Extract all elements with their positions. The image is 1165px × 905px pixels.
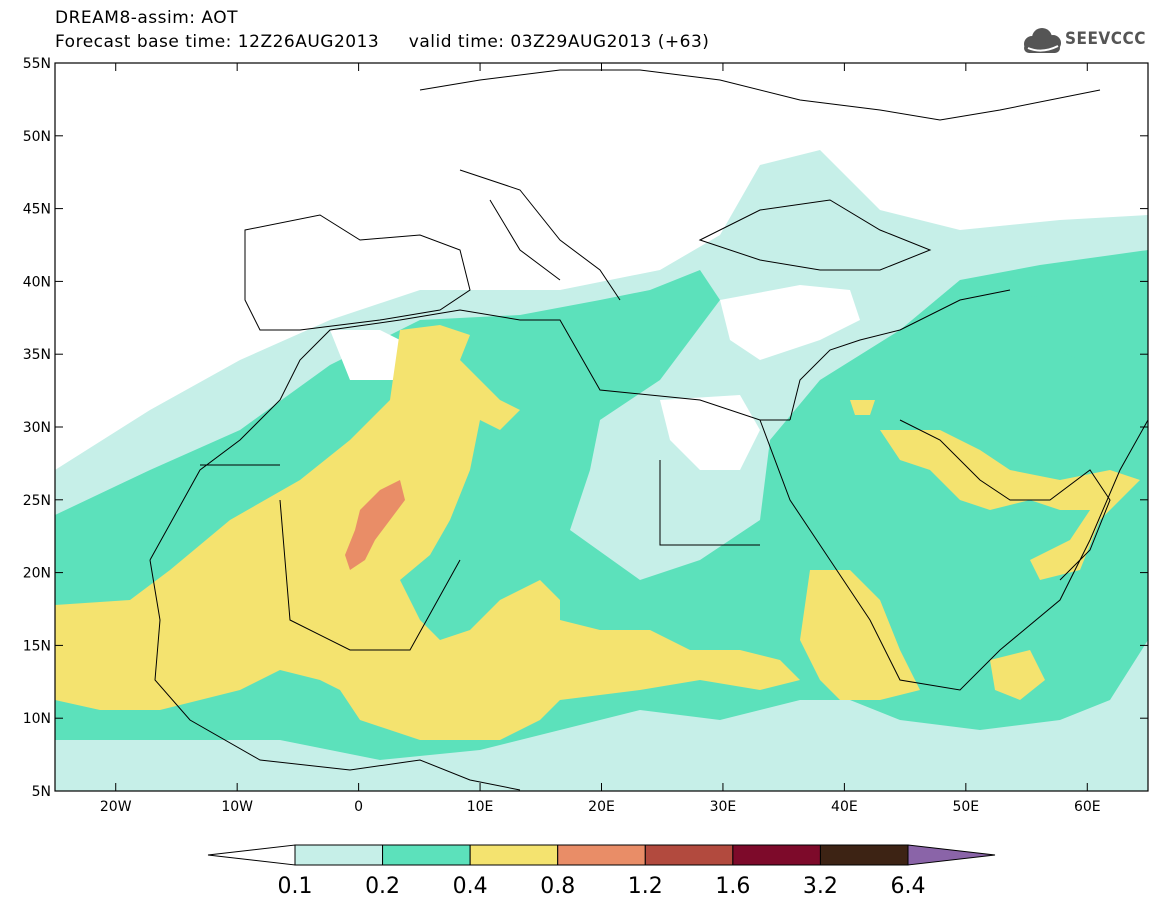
colorbar-label: 1.2 — [628, 874, 663, 899]
lon-axis: 20W 10W 0 10E 20E 30E 40E 50E 60E — [100, 63, 1101, 815]
colorbar-label: 6.4 — [891, 874, 926, 899]
lat-tick-label: 50N — [23, 129, 51, 145]
coastlines — [149, 69, 1148, 791]
colorbar-segment — [644, 844, 734, 866]
colorbar-label: 0.1 — [278, 874, 313, 899]
lon-tick-label: 0 — [354, 799, 363, 815]
lon-tick-label: 60E — [1074, 799, 1101, 815]
colorbar-label: 0.2 — [365, 874, 400, 899]
lon-tick-label: 10E — [467, 799, 494, 815]
colorbar-high-arrow — [907, 844, 996, 866]
colorbar-label: 0.4 — [453, 874, 488, 899]
colorbar-segment — [294, 844, 384, 866]
lat-tick-label: 20N — [23, 566, 51, 582]
map-title: DREAM8-assim: AOT — [55, 8, 239, 28]
valid-time-label: valid time: 03Z29AUG2013 (+63) — [408, 32, 710, 52]
colorbar-segment — [557, 844, 646, 866]
seevccc-logo — [1024, 28, 1061, 53]
colorbar-segment — [382, 844, 471, 866]
colorbar-label: 0.8 — [540, 874, 575, 899]
lat-tick-label: 25N — [23, 493, 51, 509]
colorbar-segment — [819, 844, 909, 866]
aot-band-0.8-1.2 — [345, 480, 405, 570]
aot-band-0.4-0.8 — [55, 325, 1140, 740]
lon-tick-label: 20E — [588, 799, 615, 815]
colorbar-low-arrow — [207, 844, 296, 866]
lon-tick-label: 50E — [952, 799, 979, 815]
lon-tick-label: 30E — [710, 799, 737, 815]
lat-tick-label: 40N — [23, 274, 51, 290]
base-time-label: Forecast base time: 12Z26AUG2013 — [55, 32, 380, 52]
colorbar-label: 1.6 — [715, 874, 750, 899]
lat-tick-label: 35N — [23, 347, 51, 363]
lon-tick-label: 40E — [831, 799, 858, 815]
colorbar-label: 3.2 — [803, 874, 838, 899]
colorbar-segment — [469, 844, 559, 866]
time-info: Forecast base time: 12Z26AUG2013 valid t… — [55, 32, 709, 52]
lon-tick-label: 10W — [221, 799, 253, 815]
lat-tick-label: 30N — [23, 420, 51, 436]
lat-tick-label: 45N — [23, 202, 51, 218]
lat-tick-label: 5N — [32, 784, 51, 800]
lat-tick-label: 15N — [23, 638, 51, 654]
lat-tick-label: 10N — [23, 711, 51, 727]
logo-text: SEEVCCC — [1065, 29, 1146, 49]
colorbar: 0.1 0.2 0.4 0.8 1.2 1.6 3.2 6.4 — [207, 844, 996, 899]
iberia-outline — [244, 214, 471, 331]
aot-shading — [55, 63, 1148, 791]
lon-tick-label: 20W — [100, 799, 132, 815]
colorbar-segment — [732, 844, 821, 866]
lat-tick-label: 55N — [23, 56, 51, 72]
lat-axis: 5N 10N 15N 20N 25N 30N 35N 40N 45N 50N 55N — [23, 56, 1148, 800]
